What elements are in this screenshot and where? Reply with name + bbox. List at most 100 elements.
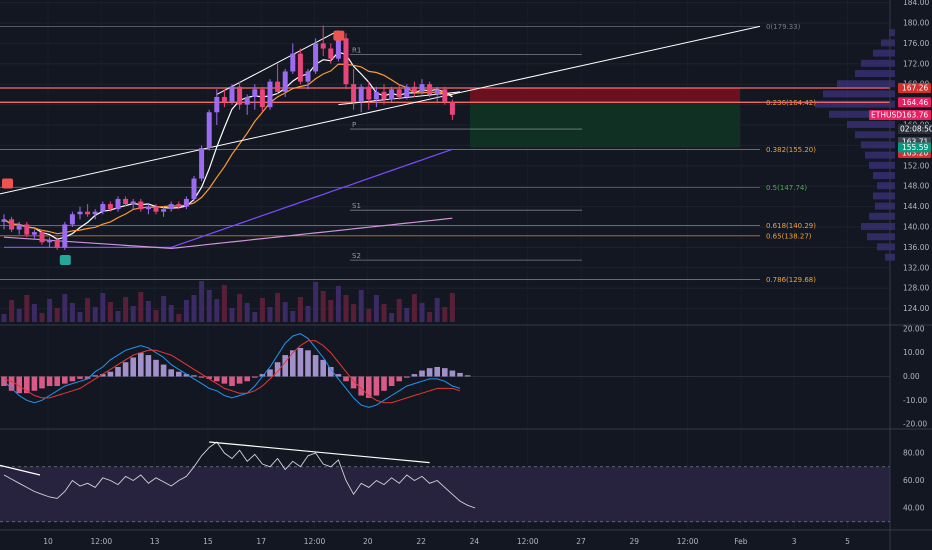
time-tick-label: 15 [203, 537, 213, 546]
macd-histogram-bar [244, 376, 250, 382]
volume-bar [168, 305, 174, 322]
candle-body [69, 214, 75, 225]
volume-bar [305, 306, 311, 322]
time-tick-label: 5 [845, 537, 850, 546]
macd-histogram-bar [290, 350, 296, 377]
macd-histogram-bar [31, 376, 38, 391]
volume-bar [138, 292, 144, 322]
candle-body [24, 224, 30, 235]
macd-histogram-bar [8, 376, 15, 391]
price-tick-label: 140.00 [903, 223, 929, 232]
candle-body [343, 38, 349, 85]
time-tick-label: 12:00 [517, 537, 539, 546]
price-tick-label: 180.00 [903, 19, 929, 28]
macd-pane [0, 333, 890, 408]
volume-bar [404, 308, 410, 322]
volume-bar [297, 297, 303, 322]
candle-body [62, 224, 68, 248]
volume-bar [191, 295, 197, 322]
candle-body [16, 224, 22, 230]
macd-histogram-bar [335, 374, 342, 377]
volume-bar [419, 303, 425, 322]
candle-body [419, 84, 425, 92]
trendline-channel[interactable] [0, 25, 761, 195]
level-label: S2 [352, 252, 361, 260]
time-tick-label: 3 [792, 537, 797, 546]
volume-bar [9, 300, 15, 322]
macd-histogram-bar [160, 364, 167, 377]
candle-body [366, 86, 372, 100]
rsi-band [0, 466, 890, 522]
candle-body [297, 53, 303, 82]
volume-bar [176, 314, 182, 322]
macd-histogram-bar [350, 376, 357, 389]
time-tick-label: 13 [150, 537, 160, 546]
rsi-tick-label: 40.00 [903, 504, 925, 513]
candle-body [373, 91, 379, 100]
macd-histogram-bar [449, 370, 456, 377]
level-label: S1 [352, 202, 361, 210]
macd-histogram-bar [16, 376, 22, 394]
volume-bar [411, 294, 417, 322]
candle-body [199, 147, 205, 179]
ma-long-line [3, 217, 453, 250]
candle-body [130, 201, 136, 205]
candle-body [229, 86, 235, 103]
moving-averages [3, 51, 453, 250]
macd-histogram-bar [214, 376, 220, 382]
time-axis[interactable]: 10 12:00 13 15 17 12:00 20 22 24 12:00 27 29 12:00 Fe… [43, 537, 850, 546]
macd-histogram-bar [252, 376, 258, 378]
level-label: 0.786(129.68) [766, 276, 816, 284]
candle-body [47, 239, 53, 243]
macd-histogram-bar [419, 370, 425, 377]
volume-bar [100, 293, 106, 322]
price-badge-text: 167.26 [902, 83, 928, 92]
volume-profile-bar [855, 131, 895, 139]
volume-bar [320, 291, 326, 322]
macd-tick-label: -20.00 [903, 420, 927, 429]
macd-histogram-bar [426, 368, 433, 377]
level-label: 0.382(155.20) [766, 146, 816, 154]
price-tick-label: 144.00 [903, 202, 929, 211]
level-label: 0.65(138.27) [766, 232, 812, 240]
macd-histogram-bar [457, 372, 463, 377]
candle-body [77, 211, 83, 215]
candle-body [1, 219, 7, 222]
symbol-badge [869, 110, 899, 120]
level-label: 0.618(140.29) [766, 222, 816, 230]
price-badge-text: 163.76 [902, 111, 928, 120]
volume-bar [275, 293, 281, 322]
candle-body [442, 89, 448, 103]
volume-bar [77, 312, 83, 322]
volume-profile-bar [861, 59, 895, 67]
price-tick-label: 132.00 [903, 263, 929, 272]
volume-profile-bar [869, 161, 895, 169]
volume-bar [244, 303, 250, 322]
price-badge [898, 82, 931, 93]
rsi-tick-label: 60.00 [903, 476, 925, 485]
trendline-upper[interactable] [216, 30, 339, 95]
macd-histogram-bar [77, 376, 83, 379]
candle-body [31, 232, 37, 235]
candlesticks [1, 25, 455, 250]
candle-body [92, 211, 98, 215]
macd-histogram-bar [24, 376, 30, 394]
price-badge [898, 110, 931, 120]
volume-profile-bar [877, 182, 895, 190]
price-badge-text: 163.20 [902, 149, 928, 158]
price-badge-text: 155.59 [902, 143, 928, 152]
candle-body [123, 198, 129, 205]
price-tick-label: 128.00 [903, 284, 929, 293]
ma-medium-line [3, 63, 453, 235]
volume-bar [237, 294, 243, 322]
macd-histogram-bar [396, 376, 402, 382]
macd-histogram-bar [206, 376, 212, 379]
time-tick-label: 17 [256, 537, 266, 546]
macd-histogram-bar [54, 376, 60, 387]
candle-body [183, 198, 189, 207]
macd-histogram-bar [267, 369, 273, 377]
macd-histogram-bar [381, 376, 387, 391]
